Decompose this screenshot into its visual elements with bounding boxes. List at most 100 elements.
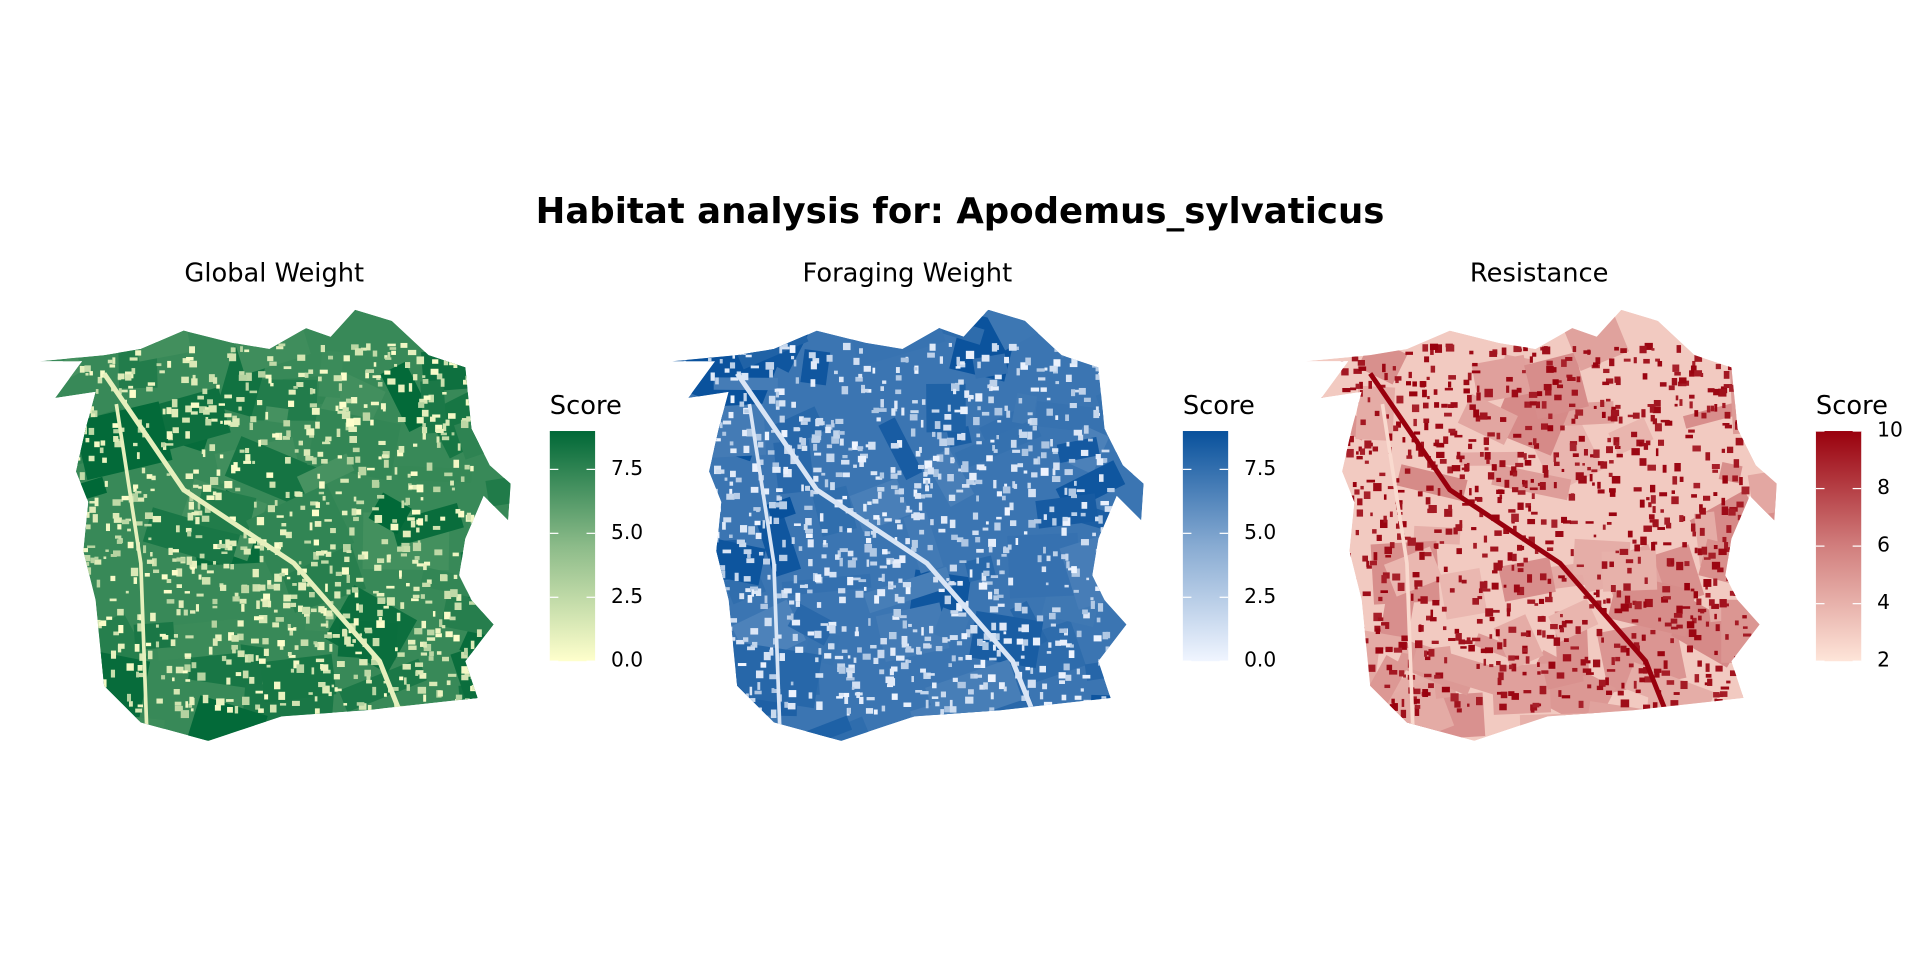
map-detail bbox=[898, 578, 903, 583]
map-detail bbox=[1729, 384, 1735, 392]
map-detail bbox=[1405, 351, 1414, 355]
map-detail bbox=[1393, 425, 1399, 432]
map-detail bbox=[110, 669, 116, 678]
map-detail bbox=[1627, 530, 1633, 538]
map-detail bbox=[884, 518, 892, 522]
map-detail bbox=[1369, 560, 1377, 566]
map-detail bbox=[89, 501, 96, 504]
map-detail bbox=[464, 702, 468, 709]
map-detail bbox=[322, 495, 326, 501]
map-detail bbox=[156, 363, 162, 367]
map-detail bbox=[931, 696, 939, 699]
map-detail bbox=[711, 654, 716, 658]
map-detail bbox=[1412, 381, 1417, 387]
map-detail bbox=[1609, 358, 1615, 367]
map-detail bbox=[1690, 523, 1696, 532]
map-detail bbox=[274, 573, 282, 582]
map-detail bbox=[801, 484, 804, 492]
map-detail bbox=[1422, 689, 1429, 698]
map-detail bbox=[427, 629, 435, 636]
map-detail bbox=[1046, 408, 1053, 416]
map-detail bbox=[1608, 472, 1613, 477]
map-detail bbox=[185, 679, 191, 682]
map-detail bbox=[825, 426, 831, 434]
map-detail bbox=[1654, 672, 1660, 678]
map-detail bbox=[381, 539, 389, 545]
map-detail bbox=[85, 639, 91, 647]
map-detail bbox=[306, 428, 315, 436]
map-detail bbox=[710, 597, 718, 602]
map-detail bbox=[197, 672, 206, 681]
map-detail bbox=[295, 491, 303, 497]
map-detail bbox=[890, 473, 898, 479]
map-detail bbox=[1553, 452, 1560, 458]
map-detail bbox=[218, 403, 225, 406]
map-detail bbox=[1053, 359, 1061, 367]
map-detail bbox=[322, 669, 331, 674]
map-detail bbox=[216, 384, 220, 389]
map-patch bbox=[463, 329, 511, 376]
map-detail bbox=[344, 636, 351, 645]
map-detail bbox=[274, 542, 282, 550]
map-detail bbox=[313, 539, 319, 546]
map-detail bbox=[776, 488, 783, 493]
map-detail bbox=[1424, 673, 1432, 678]
map-detail bbox=[1444, 508, 1453, 517]
map-detail bbox=[378, 616, 383, 623]
map-detail bbox=[205, 418, 212, 426]
map-detail bbox=[235, 487, 241, 492]
map-detail bbox=[1513, 433, 1522, 438]
map-detail bbox=[996, 435, 999, 440]
map-detail bbox=[293, 660, 300, 669]
map-detail bbox=[1052, 607, 1061, 613]
map-detail bbox=[311, 667, 315, 675]
map-detail bbox=[1434, 402, 1440, 408]
map-detail bbox=[313, 641, 318, 645]
map-detail bbox=[1023, 470, 1028, 474]
map-detail bbox=[795, 646, 804, 653]
map-detail bbox=[1095, 406, 1099, 411]
map-detail bbox=[855, 626, 859, 634]
map-detail bbox=[183, 609, 188, 616]
map-detail bbox=[390, 523, 399, 531]
map-detail bbox=[113, 517, 122, 523]
map-detail bbox=[377, 609, 383, 617]
map-detail bbox=[965, 654, 972, 660]
map-detail bbox=[340, 478, 349, 483]
map-detail bbox=[1508, 691, 1515, 696]
map-detail bbox=[1346, 448, 1354, 458]
map-detail bbox=[1522, 647, 1528, 653]
map-detail bbox=[233, 462, 238, 470]
map-detail bbox=[879, 669, 885, 675]
map-detail bbox=[818, 648, 822, 655]
map-detail bbox=[729, 684, 733, 693]
map-detail bbox=[297, 605, 304, 612]
map-detail bbox=[756, 507, 760, 513]
map-detail bbox=[105, 549, 109, 552]
map-detail bbox=[380, 403, 386, 410]
map-detail bbox=[914, 483, 922, 489]
map-detail bbox=[298, 561, 302, 565]
map-detail bbox=[1559, 628, 1564, 633]
map-detail bbox=[1492, 570, 1498, 574]
map-detail bbox=[125, 374, 132, 381]
map-detail bbox=[1527, 518, 1536, 525]
map-detail bbox=[1736, 401, 1741, 405]
map-detail bbox=[313, 551, 319, 560]
map-detail bbox=[336, 688, 342, 692]
map-detail bbox=[989, 379, 998, 387]
map-detail bbox=[436, 373, 443, 380]
map-detail bbox=[793, 575, 798, 584]
map-detail bbox=[1398, 641, 1407, 650]
map-detail bbox=[1042, 683, 1048, 690]
map-detail bbox=[221, 551, 228, 555]
map-detail bbox=[176, 568, 183, 577]
map-detail bbox=[338, 383, 342, 392]
map-detail bbox=[348, 426, 357, 432]
map-detail bbox=[106, 616, 113, 620]
map-detail bbox=[1578, 435, 1585, 442]
map-detail bbox=[181, 376, 189, 384]
map-detail bbox=[1431, 640, 1439, 644]
map-detail bbox=[708, 349, 714, 357]
map-detail bbox=[226, 677, 231, 685]
